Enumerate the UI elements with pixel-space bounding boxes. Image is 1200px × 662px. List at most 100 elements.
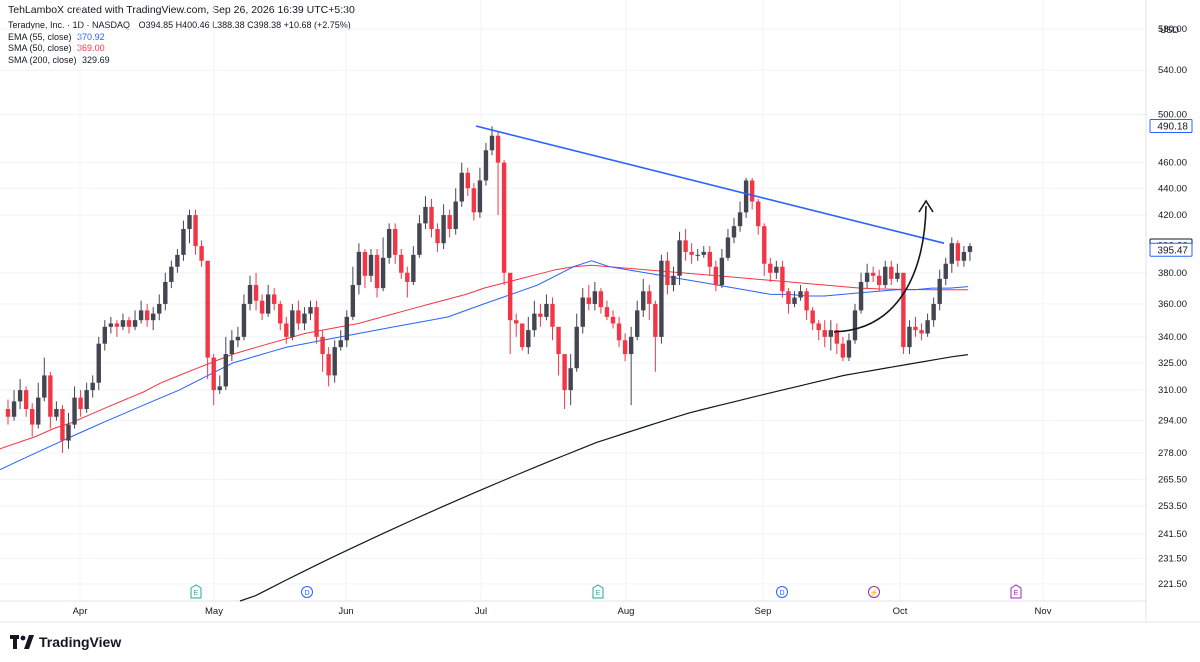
legend: Teradyne, Inc. · 1D · NASDAQ O394.85 H40…	[8, 20, 351, 66]
time-tick-label: Apr	[73, 606, 88, 617]
candle	[205, 260, 210, 380]
candle	[332, 340, 337, 383]
candle	[217, 375, 222, 394]
candle-body	[11, 401, 17, 417]
candle-body	[181, 228, 186, 255]
candle	[326, 347, 331, 387]
candle	[532, 300, 537, 337]
candle-body	[665, 260, 670, 286]
candle	[42, 357, 47, 402]
candle	[320, 330, 325, 372]
candle	[604, 300, 610, 321]
price-tick-label: 360.00	[1158, 299, 1187, 310]
candle	[441, 204, 446, 249]
candle	[743, 177, 749, 218]
candle	[568, 354, 573, 406]
candle	[507, 272, 513, 355]
event-marker-label: E	[194, 590, 199, 597]
candle-body	[489, 135, 495, 151]
sma50-line	[0, 264, 968, 450]
candle	[768, 257, 773, 282]
event-marker-label: D	[779, 590, 784, 597]
candle-body	[175, 254, 180, 267]
candle	[5, 399, 11, 425]
candle	[290, 303, 295, 341]
candle	[90, 375, 95, 398]
price-tick-label: 500.00	[1158, 110, 1187, 121]
candle	[314, 300, 319, 344]
candle-body	[338, 340, 343, 348]
candle-body	[671, 275, 676, 286]
candle	[937, 269, 942, 311]
candle-body	[36, 397, 41, 425]
candle	[144, 303, 150, 327]
candle	[157, 294, 162, 321]
candle-body	[822, 330, 827, 337]
candle	[598, 288, 604, 314]
price-labels: 490.18398.38395.47	[1149, 119, 1193, 257]
projection-arrow-curve	[833, 205, 927, 333]
price-tick-label: 231.50	[1158, 553, 1187, 564]
candle-body	[949, 243, 954, 264]
candle	[211, 354, 216, 406]
candle	[17, 379, 23, 410]
candle	[96, 336, 101, 391]
candle	[641, 278, 646, 317]
candle-body	[762, 226, 767, 264]
event-marker-icon: D	[301, 586, 313, 598]
event-marker-icon: E	[190, 584, 202, 599]
candle-body	[701, 251, 706, 255]
time-tick-label: Sep	[755, 606, 772, 617]
candle-body	[265, 294, 271, 314]
candle	[259, 294, 265, 321]
time-tick-label: Nov	[1035, 606, 1052, 617]
candle	[23, 386, 29, 417]
candle-body	[108, 323, 114, 327]
price-tick-label: 325.00	[1158, 358, 1187, 369]
candle	[241, 294, 247, 341]
candle	[665, 251, 670, 295]
candle	[514, 313, 519, 337]
candle-body	[320, 336, 325, 355]
tradingview-brand[interactable]: TradingView	[10, 634, 121, 650]
price-axis: 580.00 540.00 500.00 460.00 440.00 420.00 380.…	[1158, 24, 1187, 590]
candle-body	[695, 254, 700, 256]
candle-body	[889, 266, 894, 279]
candle	[151, 307, 156, 331]
candle	[719, 248, 725, 289]
candle-body	[393, 228, 398, 255]
legend-sma200-row[interactable]: SMA (200, close) 329.69	[8, 55, 351, 67]
event-marker-label: D	[304, 590, 309, 597]
candle	[429, 198, 434, 238]
time-tick-label: Jun	[338, 606, 353, 617]
price-label-text: 490.18	[1157, 122, 1188, 133]
candle	[635, 300, 640, 341]
price-tick-label: 265.50	[1158, 474, 1187, 485]
candle-body	[520, 323, 525, 348]
candle	[822, 320, 827, 348]
candle-body	[114, 323, 120, 327]
candle-body	[344, 316, 349, 341]
projection-arrowhead-icon	[918, 199, 934, 213]
legend-sma50-row[interactable]: SMA (50, close) 369.00	[8, 43, 351, 55]
price-tick-label: 460.00	[1158, 158, 1187, 169]
candle-body	[314, 307, 319, 337]
candle-body	[465, 172, 470, 189]
event-marker-label: ⚡	[870, 588, 879, 597]
price-tick-label: 241.50	[1158, 529, 1187, 540]
candle	[919, 323, 924, 341]
candle	[683, 228, 688, 261]
candle	[48, 371, 53, 429]
candle	[943, 257, 948, 286]
candle	[181, 220, 186, 261]
candle-body	[241, 303, 247, 337]
candle-body	[852, 310, 858, 341]
candle-body	[54, 409, 59, 417]
candle	[689, 243, 694, 264]
candle	[737, 201, 743, 232]
legend-ema-row[interactable]: EMA (55, close) 370.92	[8, 32, 351, 44]
candle-body	[556, 326, 561, 355]
candle-body	[846, 340, 852, 358]
